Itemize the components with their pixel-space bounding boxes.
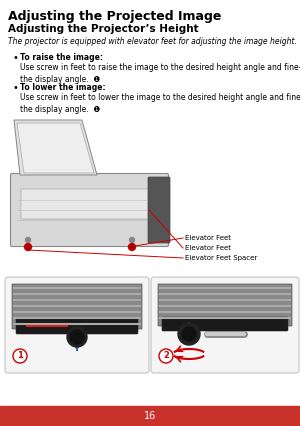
Circle shape bbox=[159, 349, 173, 363]
FancyBboxPatch shape bbox=[148, 177, 170, 243]
Text: To raise the image:: To raise the image: bbox=[20, 53, 103, 62]
Text: Use screw in feet to raise the image to the desired height angle and fine-tune
t: Use screw in feet to raise the image to … bbox=[20, 63, 300, 84]
Circle shape bbox=[128, 244, 136, 250]
Text: Elevator Feet: Elevator Feet bbox=[185, 245, 231, 251]
Circle shape bbox=[13, 349, 27, 363]
Text: Adjusting the Projector’s Height: Adjusting the Projector’s Height bbox=[8, 24, 199, 34]
FancyBboxPatch shape bbox=[11, 173, 169, 247]
Polygon shape bbox=[14, 120, 97, 175]
Circle shape bbox=[70, 330, 84, 344]
Text: Elevator Feet: Elevator Feet bbox=[185, 235, 231, 241]
Circle shape bbox=[130, 245, 134, 249]
Bar bbox=[0, 406, 300, 426]
Text: Use screw in feet to lower the image to the desired height angle and fine-tune
t: Use screw in feet to lower the image to … bbox=[20, 93, 300, 114]
Circle shape bbox=[130, 238, 134, 242]
FancyBboxPatch shape bbox=[158, 284, 292, 326]
Circle shape bbox=[182, 327, 196, 341]
FancyBboxPatch shape bbox=[12, 284, 142, 329]
FancyBboxPatch shape bbox=[162, 317, 288, 331]
Text: The projector is equipped with elevator feet for adjusting the image height.: The projector is equipped with elevator … bbox=[8, 37, 297, 46]
FancyBboxPatch shape bbox=[151, 277, 299, 373]
Circle shape bbox=[25, 244, 32, 250]
Text: Adjusting the Projected Image: Adjusting the Projected Image bbox=[8, 10, 221, 23]
Text: •: • bbox=[12, 83, 18, 93]
Polygon shape bbox=[17, 123, 94, 173]
Text: 1: 1 bbox=[17, 351, 23, 360]
Text: To lower the image:: To lower the image: bbox=[20, 83, 106, 92]
Circle shape bbox=[178, 323, 200, 345]
Circle shape bbox=[26, 245, 30, 249]
Text: 2: 2 bbox=[163, 351, 169, 360]
Text: •: • bbox=[12, 53, 18, 63]
Circle shape bbox=[26, 238, 31, 242]
Text: 16: 16 bbox=[144, 411, 156, 421]
FancyBboxPatch shape bbox=[21, 189, 153, 219]
FancyBboxPatch shape bbox=[5, 277, 149, 373]
Circle shape bbox=[67, 327, 87, 347]
Text: Elevator Feet Spacer: Elevator Feet Spacer bbox=[185, 255, 257, 261]
FancyBboxPatch shape bbox=[16, 318, 138, 334]
